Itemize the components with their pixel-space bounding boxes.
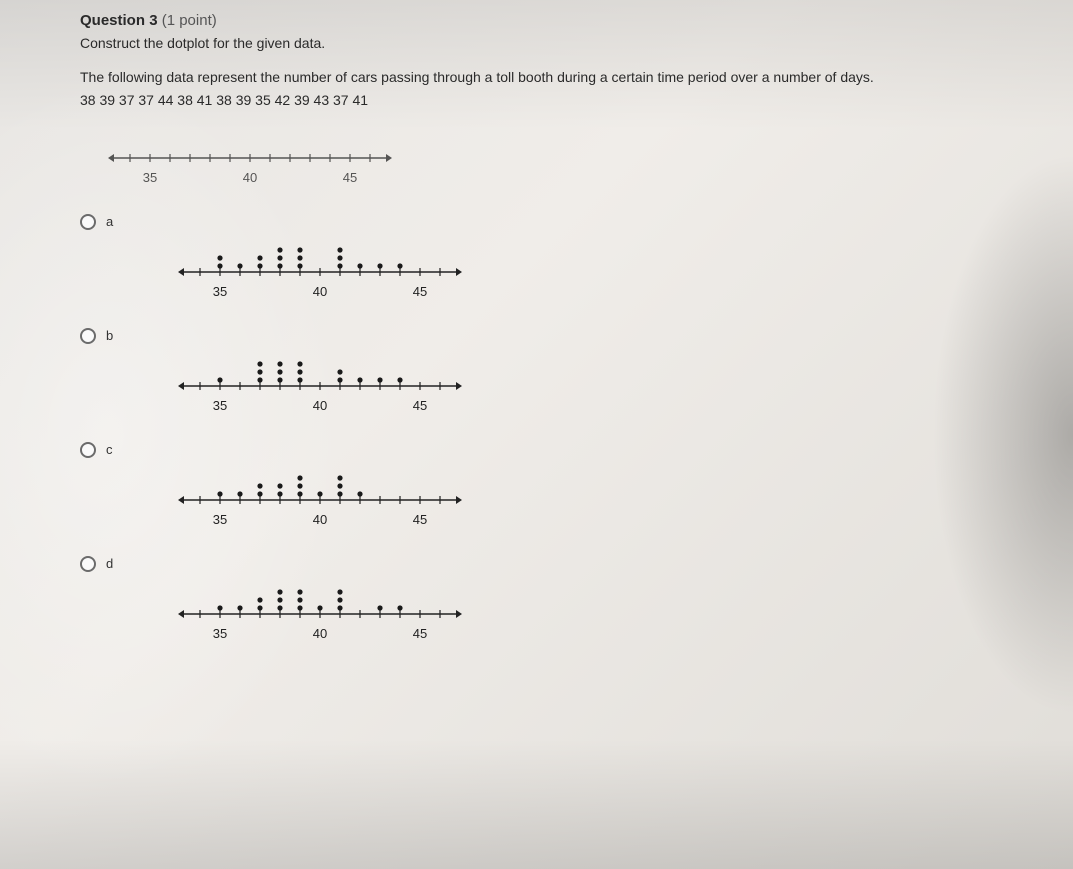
radio-b[interactable]: [80, 328, 96, 344]
svg-text:35: 35: [213, 512, 227, 527]
svg-text:45: 45: [413, 284, 427, 299]
question-data-values: 38 39 37 37 44 38 41 38 39 35 42 39 43 3…: [80, 92, 1033, 108]
option-d[interactable]: d: [80, 550, 1033, 572]
svg-text:45: 45: [343, 170, 357, 185]
option-a[interactable]: a: [80, 208, 1033, 230]
blank-axis-svg: 35 40 45: [100, 148, 400, 188]
svg-text:40: 40: [243, 170, 257, 185]
dotplot-svg-a: 35 40 45: [170, 240, 470, 302]
dotplot-a: 35 40 45: [170, 240, 1033, 302]
svg-text:45: 45: [413, 398, 427, 413]
dotplot-d: 35 40 45: [170, 582, 1033, 644]
option-label-a: a: [106, 214, 124, 229]
svg-text:35: 35: [143, 170, 157, 185]
option-label-c: c: [106, 442, 124, 457]
option-label-b: b: [106, 328, 124, 343]
question-header: Question 3 (1 point): [80, 12, 1033, 29]
question-number: 3: [149, 12, 157, 29]
dotplot-b: 35 40 45: [170, 354, 1033, 416]
question-label-prefix: Question: [80, 12, 145, 29]
svg-text:35: 35: [213, 398, 227, 413]
svg-text:40: 40: [313, 284, 327, 299]
option-b[interactable]: b: [80, 322, 1033, 344]
svg-text:40: 40: [313, 626, 327, 641]
dotplot-svg-c: 35 40 45: [170, 468, 470, 530]
question-instruction: Construct the dotplot for the given data…: [80, 35, 1033, 51]
option-c[interactable]: c: [80, 436, 1033, 458]
dotplot-svg-d: 35 40 45: [170, 582, 470, 644]
question-page: Question 3 (1 point) Construct the dotpl…: [0, 0, 1073, 664]
svg-text:35: 35: [213, 284, 227, 299]
options-container: a 35 40 45 b 35 40 45 c 35 40 45 d 35 40 45: [80, 208, 1033, 644]
dotplot-c: 35 40 45: [170, 468, 1033, 530]
svg-text:35: 35: [213, 626, 227, 641]
question-points: (1 point): [162, 12, 217, 29]
svg-text:45: 45: [413, 512, 427, 527]
question-stem: The following data represent the number …: [80, 67, 1033, 88]
svg-text:40: 40: [313, 398, 327, 413]
radio-a[interactable]: [80, 214, 96, 230]
radio-c[interactable]: [80, 442, 96, 458]
svg-text:40: 40: [313, 512, 327, 527]
blank-number-line: 35 40 45: [100, 148, 1033, 188]
dotplot-svg-b: 35 40 45: [170, 354, 470, 416]
option-label-d: d: [106, 556, 124, 571]
radio-d[interactable]: [80, 556, 96, 572]
svg-text:45: 45: [413, 626, 427, 641]
question-label: Question 3: [80, 12, 162, 29]
